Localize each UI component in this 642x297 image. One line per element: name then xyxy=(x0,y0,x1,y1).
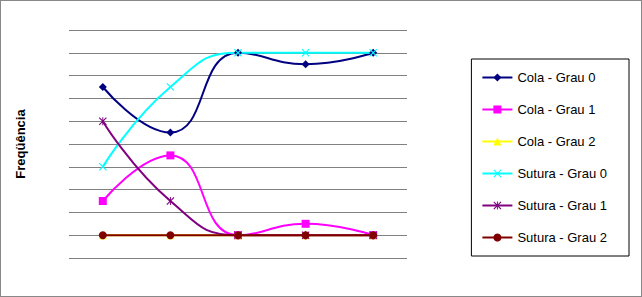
svg-text:Sutura - Grau 2: Sutura - Grau 2 xyxy=(517,230,607,245)
svg-text:Cola - Grau 2: Cola - Grau 2 xyxy=(517,134,595,149)
svg-text:Sutura - Grau 1: Sutura - Grau 1 xyxy=(517,198,607,213)
svg-text:Sutura - Grau 0: Sutura - Grau 0 xyxy=(517,166,607,181)
svg-text:Cola - Grau 0: Cola - Grau 0 xyxy=(517,70,595,85)
svg-text:Freqüência: Freqüência xyxy=(13,109,28,179)
svg-text:Cola - Grau 1: Cola - Grau 1 xyxy=(517,102,595,117)
